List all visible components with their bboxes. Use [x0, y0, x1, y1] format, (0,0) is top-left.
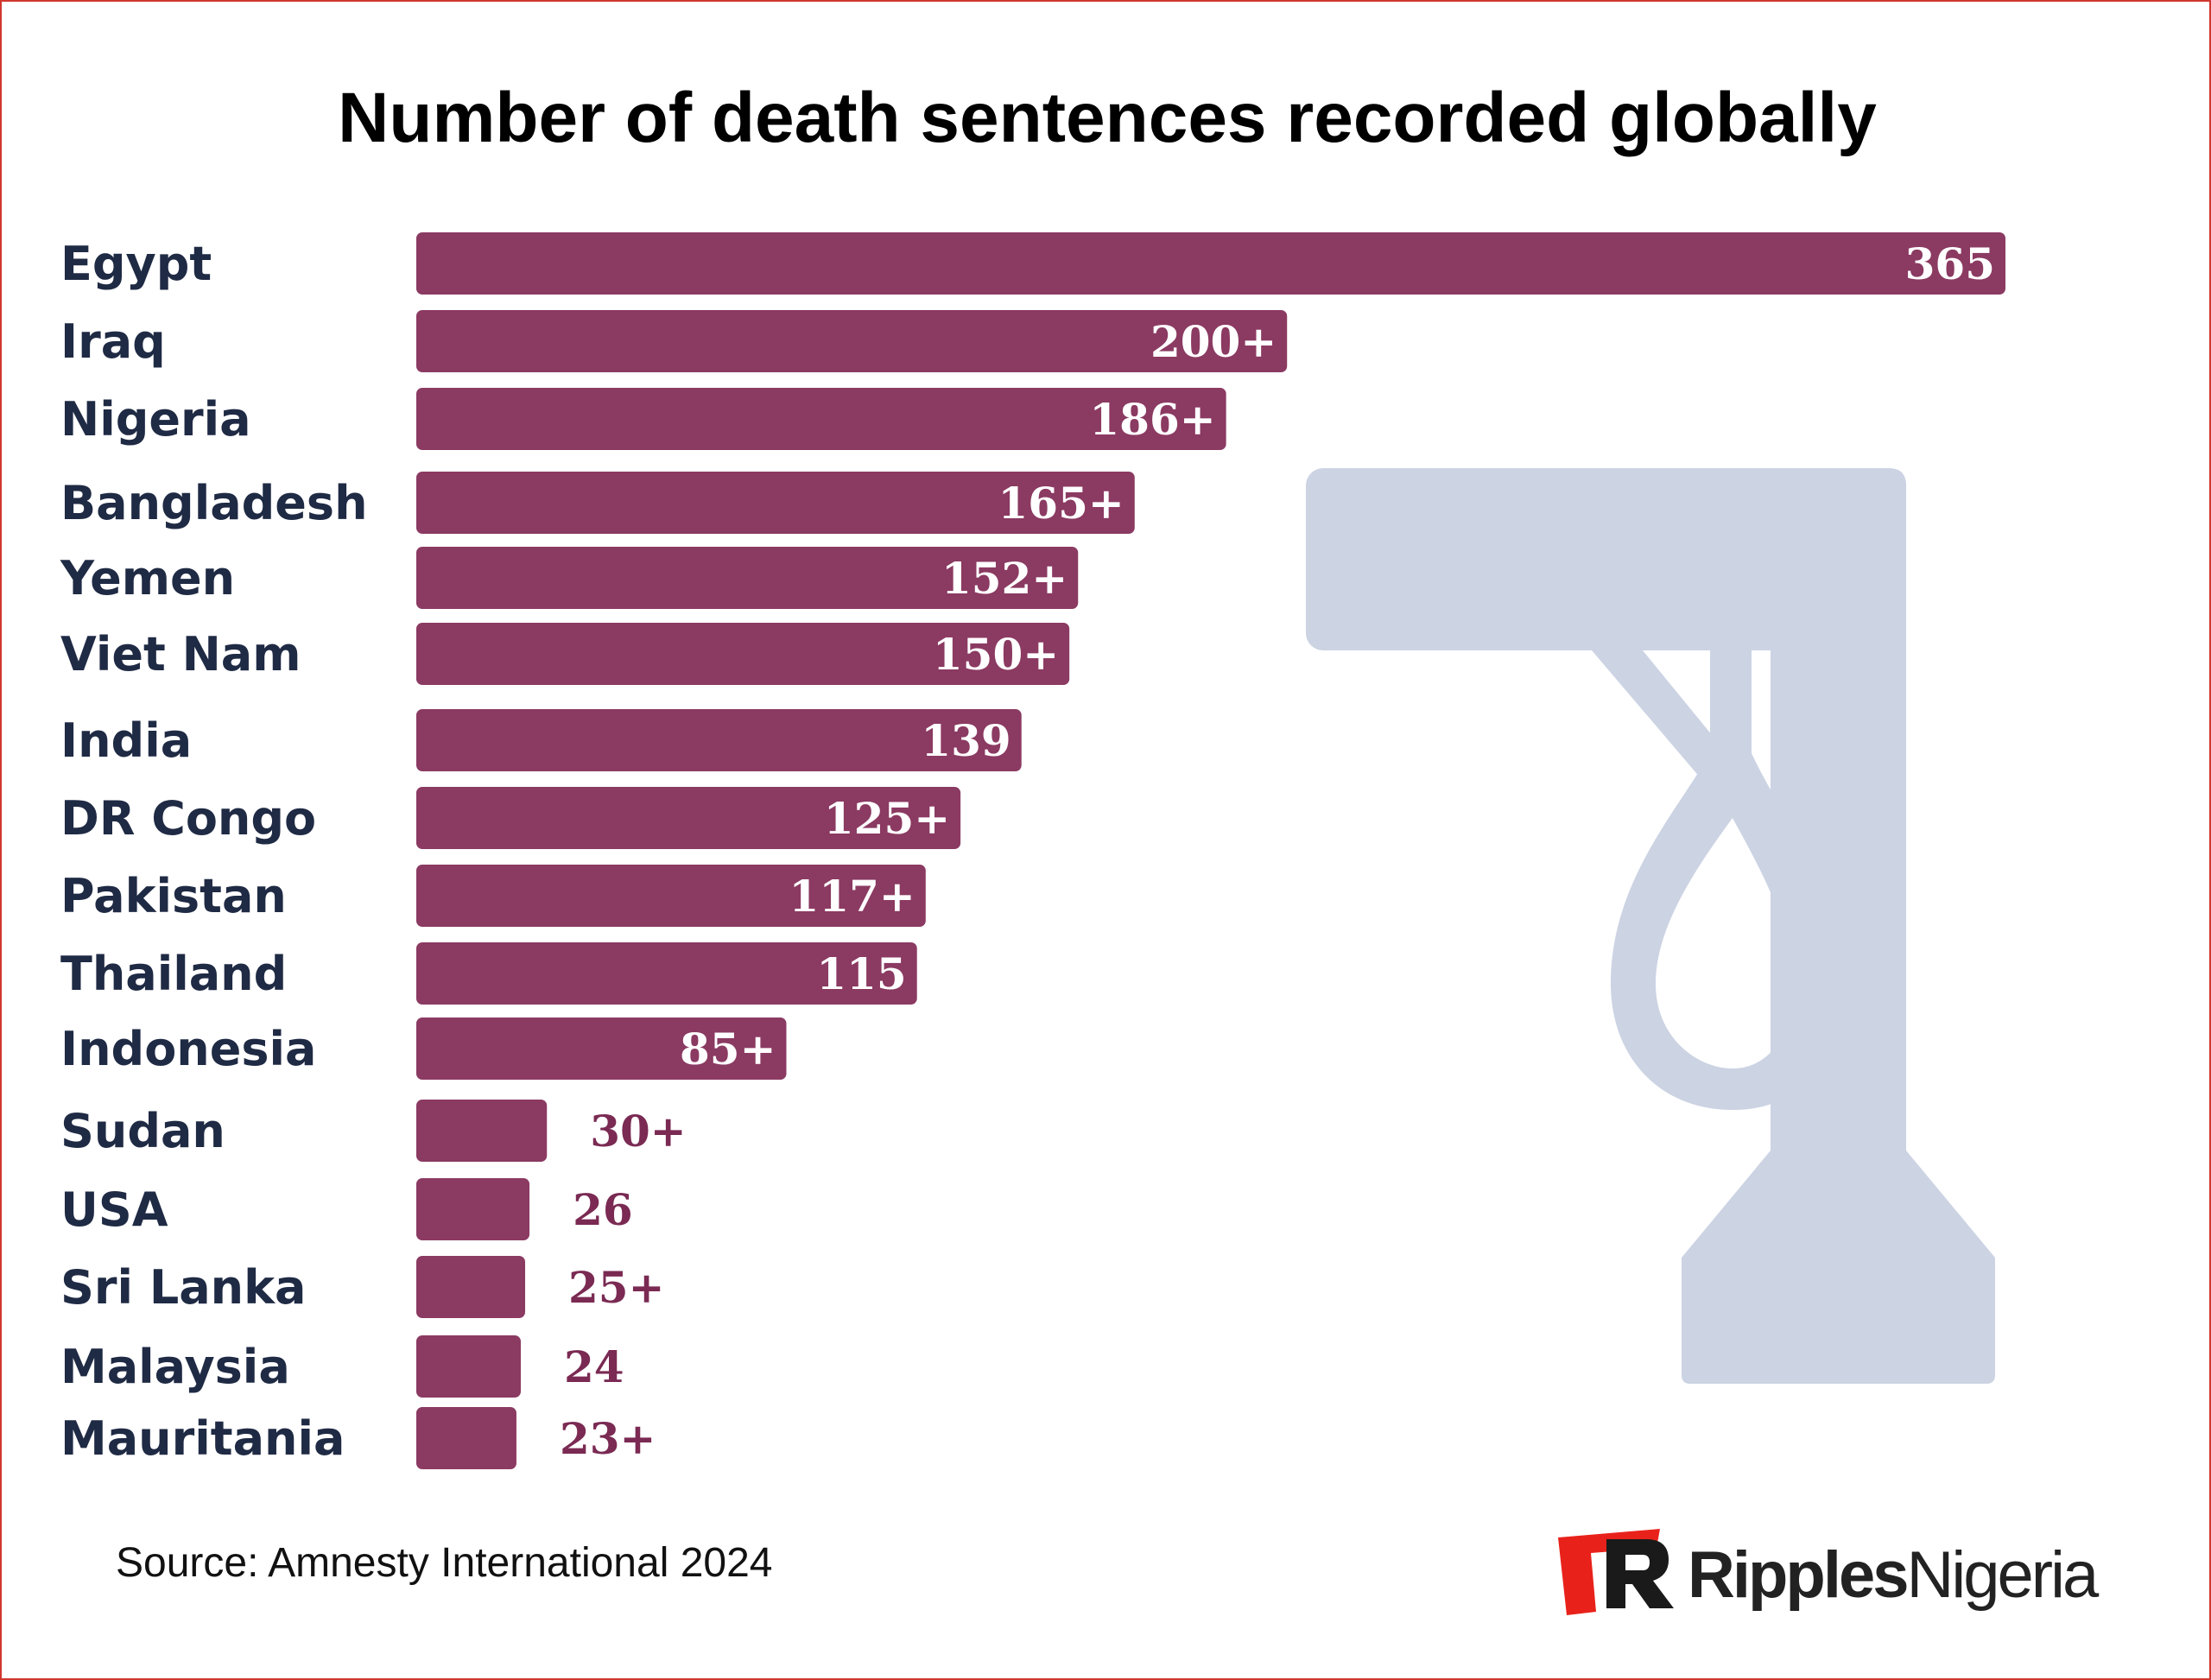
- category-label: Mauritania: [60, 1411, 345, 1466]
- value-label: 26: [573, 1184, 633, 1235]
- category-label: Sri Lanka: [60, 1260, 306, 1315]
- bar: [416, 709, 1022, 771]
- value-label: 23+: [560, 1413, 656, 1464]
- bar: [416, 547, 1079, 609]
- value-label: 85+: [680, 1024, 776, 1075]
- category-label: Indonesia: [60, 1022, 316, 1076]
- value-label: 139: [921, 715, 1010, 766]
- category-label: India: [60, 713, 192, 768]
- category-label: Nigeria: [60, 392, 251, 447]
- category-label: Iraq: [60, 314, 166, 369]
- source-note: Source: Amnesty International 2024: [116, 1540, 773, 1586]
- category-label: Pakistan: [60, 869, 287, 923]
- bar: [416, 1178, 530, 1240]
- value-label: 200+: [1150, 316, 1277, 367]
- chart-title: Number of death sentences recorded globa…: [338, 79, 1877, 157]
- bar: [416, 1018, 787, 1080]
- value-label: 117+: [789, 871, 915, 922]
- category-label: Bangladesh: [60, 476, 368, 530]
- value-label: 24: [564, 1341, 624, 1392]
- value-label: 115: [816, 948, 906, 999]
- category-label: Sudan: [60, 1104, 225, 1158]
- value-label: 365: [1905, 238, 1995, 289]
- bar: [416, 1407, 516, 1469]
- logo-part1: Ripples: [1688, 1538, 1909, 1612]
- bar: [416, 310, 1288, 372]
- bar: [416, 865, 926, 927]
- ripples-logo-icon: [1558, 1529, 1674, 1615]
- value-label: 165+: [998, 478, 1125, 529]
- value-label: 25+: [568, 1262, 664, 1313]
- bar: [416, 1335, 521, 1398]
- category-label: Yemen: [60, 551, 235, 605]
- bar: [416, 472, 1135, 534]
- bar: [416, 1256, 526, 1318]
- bar: [416, 623, 1070, 685]
- gallows-noose-icon: [1306, 468, 1995, 1384]
- bar: [416, 787, 961, 849]
- value-label: 186+: [1089, 394, 1215, 445]
- logo-wordmark: RipplesNigeria: [1688, 1537, 2100, 1613]
- value-label: 30+: [590, 1106, 686, 1157]
- logo-part2: Nigeria: [1906, 1538, 2100, 1612]
- value-label: 152+: [941, 553, 1067, 604]
- bar: [416, 942, 917, 1005]
- bar: [416, 232, 2005, 295]
- bar: [416, 1100, 548, 1162]
- category-label: Viet Nam: [60, 627, 301, 682]
- category-label: Egypt: [60, 237, 212, 291]
- category-label: Thailand: [60, 947, 287, 1001]
- category-label: USA: [60, 1182, 168, 1237]
- category-label: Malaysia: [60, 1340, 290, 1394]
- category-label: DR Congo: [60, 791, 316, 846]
- value-label: 150+: [933, 629, 1059, 680]
- bar: [416, 388, 1226, 450]
- value-label: 125+: [824, 793, 950, 844]
